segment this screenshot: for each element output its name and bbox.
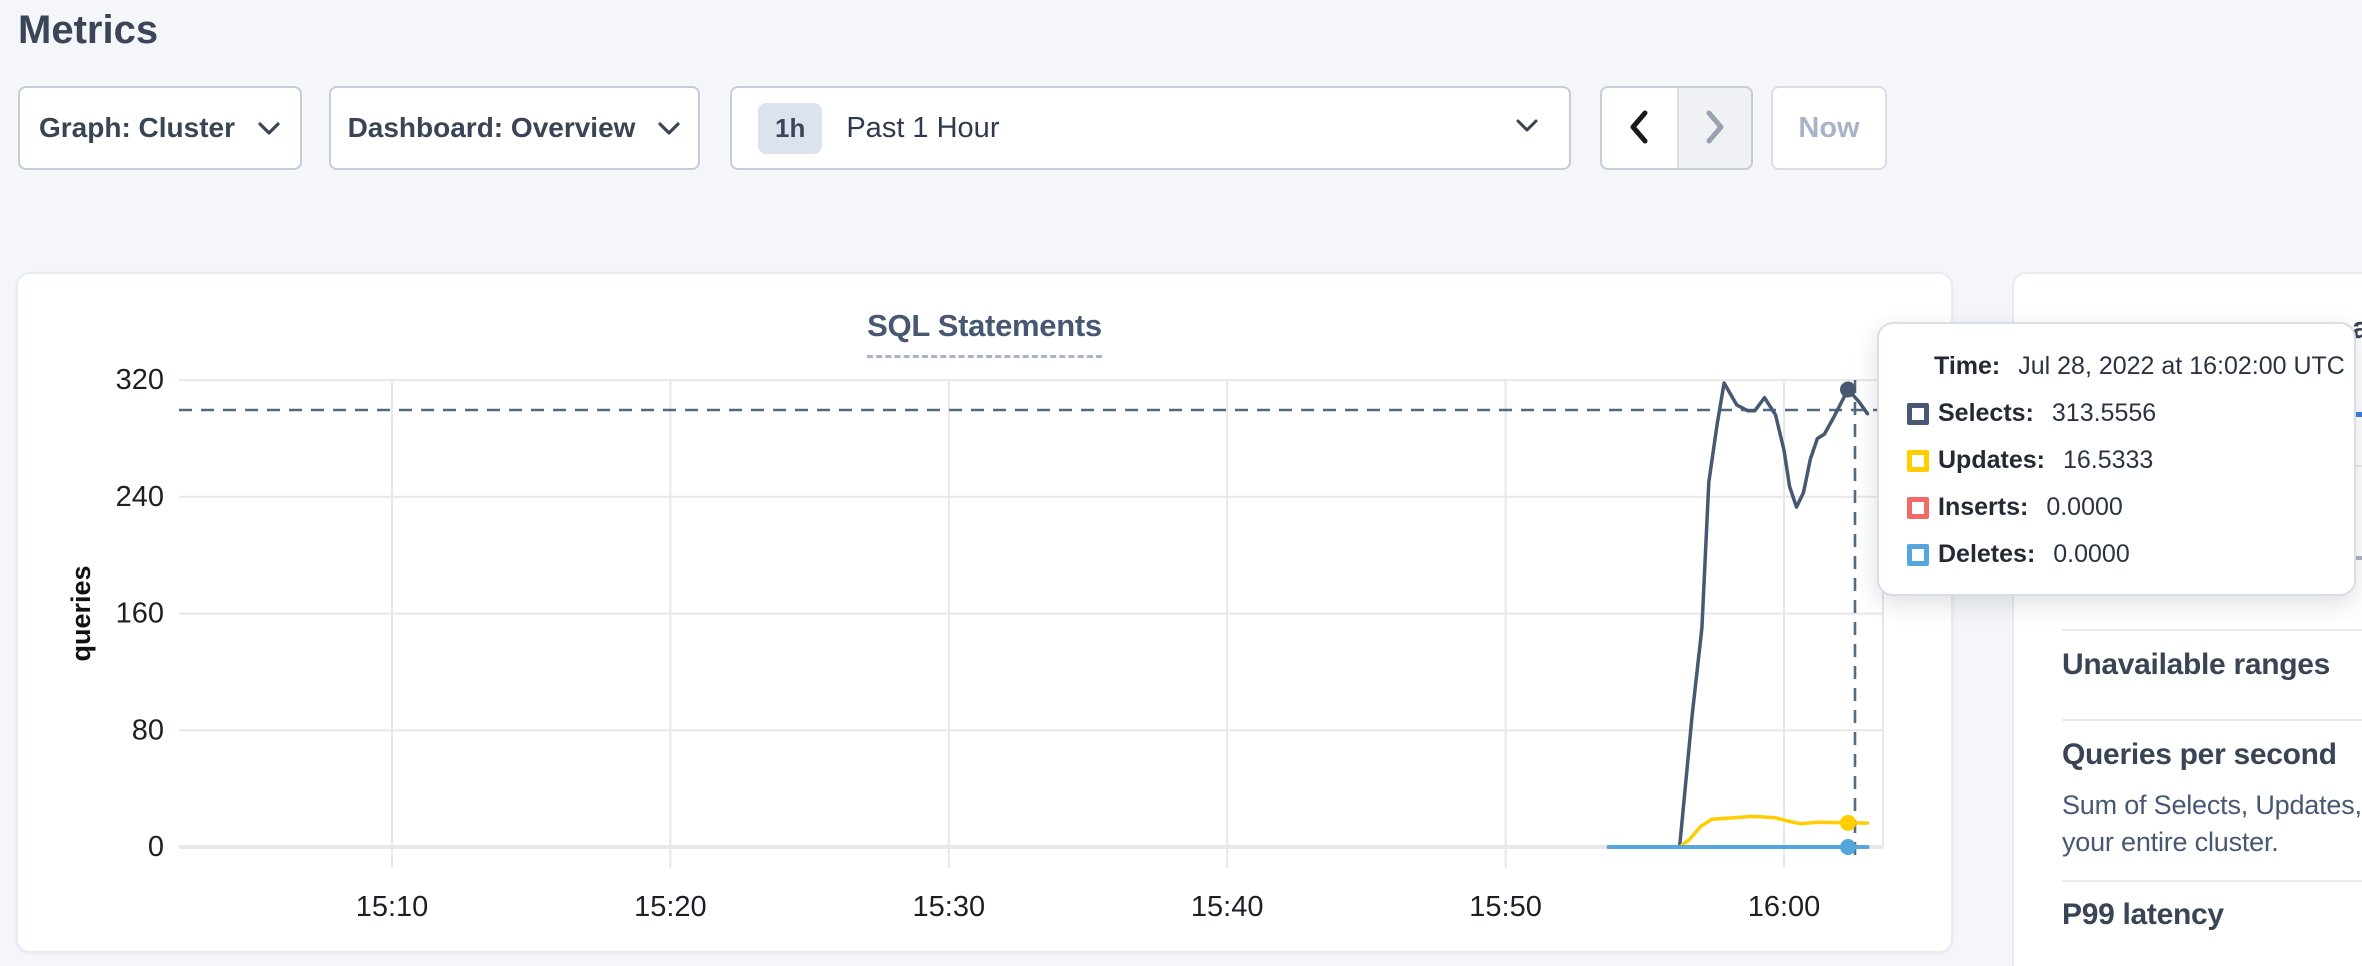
tooltip-updates-row: Updates: 16.5333 bbox=[1907, 444, 2354, 477]
tooltip-deletes-label: Deletes: bbox=[1938, 540, 2036, 568]
tooltip-inserts-value: 0.0000 bbox=[2046, 493, 2123, 521]
graph-selector-label: Graph: Cluster bbox=[38, 112, 236, 143]
svg-text:15:10: 15:10 bbox=[356, 891, 429, 923]
sidebar-item-queries-per-second: Queries per second bbox=[2062, 738, 2337, 771]
time-range-arrow-group bbox=[1600, 86, 1753, 170]
deletes-series-swatch-icon bbox=[1907, 543, 1929, 566]
tooltip-updates-value: 16.5333 bbox=[2062, 446, 2154, 474]
sidebar-item-p99-latency: P99 latency bbox=[2062, 898, 2224, 931]
svg-text:16:00: 16:00 bbox=[1748, 891, 1821, 923]
queries-per-second-description-line2: your entire cluster. bbox=[2062, 827, 2279, 857]
time-range-label: Past 1 Hour bbox=[846, 111, 1000, 144]
next-time-range-button[interactable] bbox=[1676, 88, 1751, 168]
svg-text:240: 240 bbox=[116, 481, 164, 513]
tooltip-deletes-value: 0.0000 bbox=[2053, 540, 2130, 568]
tooltip-selects-label: Selects: bbox=[1938, 399, 2034, 427]
dashboard-selector-dropdown[interactable]: Dashboard: Overview bbox=[329, 86, 700, 170]
svg-text:160: 160 bbox=[116, 598, 164, 630]
svg-text:320: 320 bbox=[116, 364, 164, 396]
tooltip-deletes-row: Deletes: 0.0000 bbox=[1907, 538, 2354, 571]
tooltip-inserts-label: Inserts: bbox=[1938, 493, 2029, 521]
divider bbox=[2062, 629, 2362, 631]
tooltip-time-value: Jul 28, 2022 at 16:02:00 UTC bbox=[2018, 352, 2345, 380]
svg-text:0: 0 bbox=[148, 831, 164, 863]
chevron-down-icon bbox=[657, 112, 681, 144]
graph-selector-dropdown[interactable]: Graph: Cluster bbox=[18, 86, 302, 170]
tooltip-time-row: Time: Jul 28, 2022 at 16:02:00 UTC bbox=[1907, 350, 2354, 383]
sql-statements-chart-plot[interactable]: 0 80 160 240 320 15:10 15:20 15:30 15:40 15:50 16:… bbox=[18, 274, 1951, 951]
now-button[interactable]: Now bbox=[1771, 86, 1887, 170]
chevron-down-icon bbox=[257, 112, 281, 144]
tooltip-time-label: Time: bbox=[1934, 352, 2001, 380]
page-title: Metrics bbox=[18, 8, 159, 52]
svg-text:queries: queries bbox=[66, 565, 96, 661]
svg-text:15:20: 15:20 bbox=[634, 891, 707, 923]
chevron-down-icon bbox=[1515, 118, 1539, 139]
clipped-link-fragment bbox=[2354, 412, 2362, 417]
sidebar-item-unavailable-ranges: Unavailable ranges bbox=[2062, 648, 2331, 681]
queries-per-second-description-line1: Sum of Selects, Updates, Inserts and Del… bbox=[2062, 790, 2362, 820]
chevron-right-icon bbox=[1700, 108, 1730, 149]
updates-series-swatch-icon bbox=[1907, 449, 1929, 472]
clipped-heading-fragment: a bbox=[2352, 310, 2362, 345]
tooltip-inserts-row: Inserts: 0.0000 bbox=[1907, 491, 2354, 524]
chevron-left-icon bbox=[1624, 108, 1654, 149]
time-range-selector[interactable]: 1h Past 1 Hour bbox=[730, 86, 1571, 170]
time-range-badge: 1h bbox=[758, 102, 823, 154]
divider bbox=[2062, 719, 2362, 721]
selects-series-swatch-icon bbox=[1907, 402, 1929, 425]
svg-text:80: 80 bbox=[132, 714, 164, 746]
tooltip-updates-label: Updates: bbox=[1938, 446, 2045, 474]
dashboard-selector-label: Dashboard: Overview bbox=[347, 112, 636, 143]
sql-statements-chart-card: SQL Statements 0 80 160 240 320 15:10 15:20 15:… bbox=[16, 272, 1953, 953]
chart-hover-tooltip: Time: Jul 28, 2022 at 16:02:00 UTC Selec… bbox=[1877, 322, 2356, 596]
divider bbox=[2062, 880, 2362, 882]
svg-text:15:50: 15:50 bbox=[1469, 891, 1542, 923]
svg-text:15:30: 15:30 bbox=[913, 891, 986, 923]
svg-text:15:40: 15:40 bbox=[1191, 891, 1264, 923]
clipped-text-fragment bbox=[2354, 556, 2362, 560]
previous-time-range-button[interactable] bbox=[1602, 88, 1677, 168]
inserts-series-swatch-icon bbox=[1907, 496, 1929, 519]
tooltip-selects-value: 313.5556 bbox=[2051, 399, 2157, 427]
tooltip-selects-row: Selects: 313.5556 bbox=[1907, 397, 2354, 430]
